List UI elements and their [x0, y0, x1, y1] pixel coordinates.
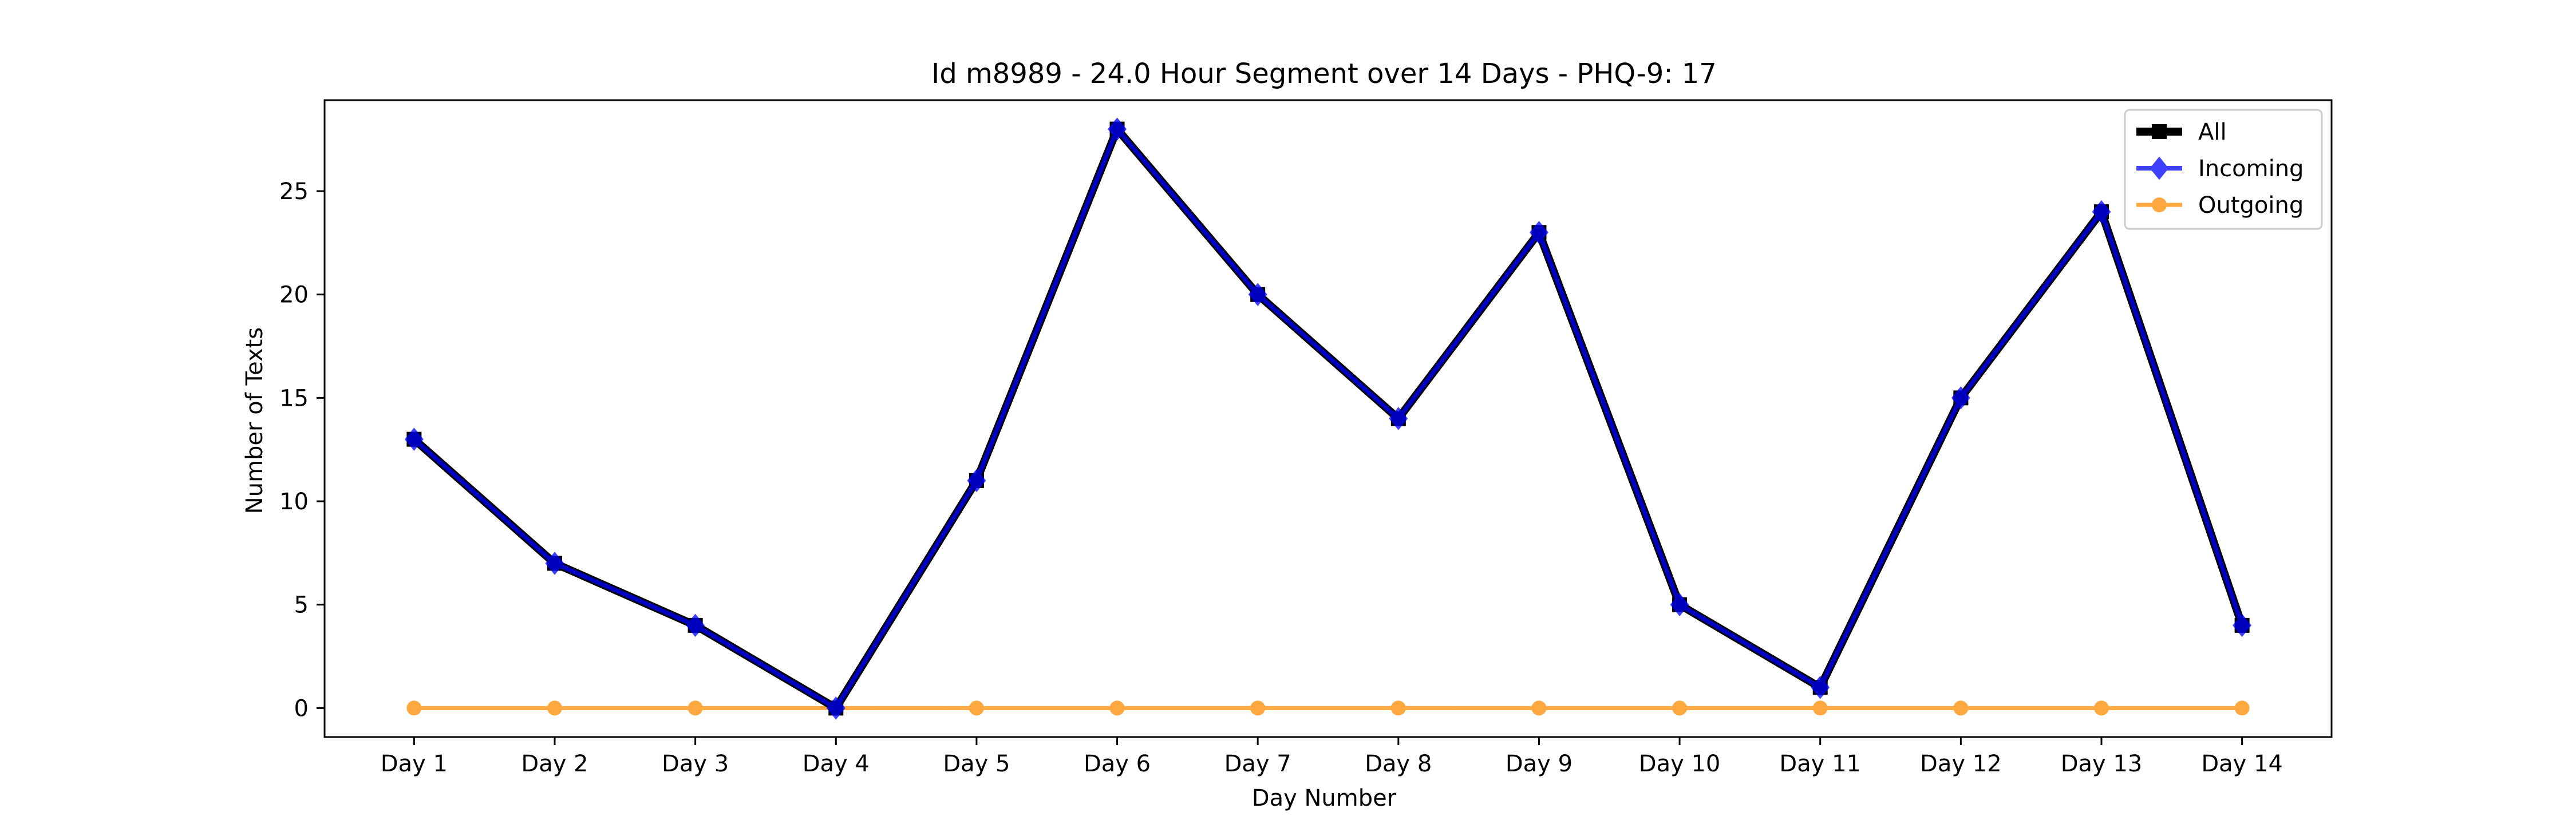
x-axis-title: Day Number: [1252, 785, 1397, 811]
data-point-incoming: [686, 613, 705, 637]
data-point-incoming: [1670, 593, 1689, 616]
legend-item-all[interactable]: [2136, 124, 2182, 139]
x-tick-label: Day 14: [2201, 751, 2283, 777]
data-point-outgoing: [2093, 700, 2109, 716]
x-tick-label: Day 1: [381, 751, 448, 777]
legend[interactable]: All Incoming Outgoing: [2124, 109, 2323, 230]
x-tick-label: Day 3: [662, 751, 729, 777]
series-incoming: [404, 117, 2252, 720]
x-tick-label: Day 8: [1365, 751, 1432, 777]
ticks: Day 1 Day 2 Day 3 Day 4 Day 5 Day 6 Day 7 Day 8…: [279, 179, 2283, 777]
y-tick-label: 20: [279, 282, 309, 308]
data-point-incoming: [1529, 221, 1548, 244]
x-tick-label: Day 4: [803, 751, 870, 777]
data-point-incoming: [967, 469, 986, 493]
data-point-outgoing: [1672, 700, 1688, 716]
x-tick-label: Day 13: [2061, 751, 2143, 777]
legend-item-outgoing[interactable]: [2136, 197, 2182, 212]
data-point-incoming: [1951, 386, 1970, 410]
x-tick-label: Day 5: [943, 751, 1010, 777]
y-axis-title: Number of Texts: [242, 327, 268, 514]
x-tick-label: Day 11: [1779, 751, 1861, 777]
legend-item-incoming[interactable]: [2136, 156, 2182, 180]
y-tick-label: 15: [279, 385, 309, 411]
data-point-outgoing: [1953, 700, 1969, 716]
series-line-incoming: [412, 126, 2245, 711]
data-point-incoming: [404, 427, 424, 451]
x-tick-label: Day 12: [1920, 751, 2002, 777]
y-tick-label: 5: [294, 592, 309, 619]
x-tick-label: Day 6: [1084, 751, 1151, 777]
legend-label: Outgoing: [2198, 192, 2304, 219]
data-point-incoming: [826, 696, 846, 720]
legend-label: All: [2198, 119, 2227, 145]
data-point-outgoing: [1390, 700, 1406, 716]
data-point-outgoing: [1531, 700, 1547, 716]
legend-label: Incoming: [2198, 156, 2304, 182]
x-tick-label: Day 7: [1224, 751, 1291, 777]
data-point-incoming: [1389, 407, 1408, 430]
series-all: [406, 121, 2250, 716]
x-tick-label: Day 10: [1639, 751, 1721, 777]
data-point-outgoing: [1250, 700, 1266, 716]
x-tick-label: Day 9: [1506, 751, 1573, 777]
data-point-outgoing: [2234, 700, 2250, 716]
data-point-incoming: [1248, 283, 1267, 306]
axes: [323, 99, 2333, 738]
legend-box: [2124, 109, 2323, 230]
data-point-outgoing: [969, 700, 984, 716]
legend-swatch-marker: [2152, 124, 2167, 139]
plot-frame: [323, 99, 2333, 738]
data-point-incoming: [2092, 200, 2111, 224]
legend-swatch-marker: [2152, 197, 2167, 212]
data-point-incoming: [545, 552, 564, 575]
data-point-outgoing: [688, 700, 703, 716]
data-point-outgoing: [1812, 700, 1828, 716]
y-tick-label: 0: [294, 695, 309, 722]
data-point-outgoing: [547, 700, 563, 716]
y-tick-label: 25: [279, 179, 309, 205]
data-point-outgoing: [1109, 700, 1125, 716]
x-tick-label: Day 2: [521, 751, 588, 777]
data-point-incoming: [1108, 117, 1127, 141]
series-group: [404, 117, 2252, 720]
series-outgoing: [406, 700, 2250, 716]
chart-title: Id m8989 - 24.0 Hour Segment over 14 Day…: [931, 58, 1717, 90]
data-point-incoming: [1811, 676, 1830, 699]
data-point-incoming: [2233, 613, 2252, 637]
y-tick-label: 10: [279, 489, 309, 515]
data-point-outgoing: [406, 700, 422, 716]
legend-swatch-marker: [2150, 156, 2169, 180]
